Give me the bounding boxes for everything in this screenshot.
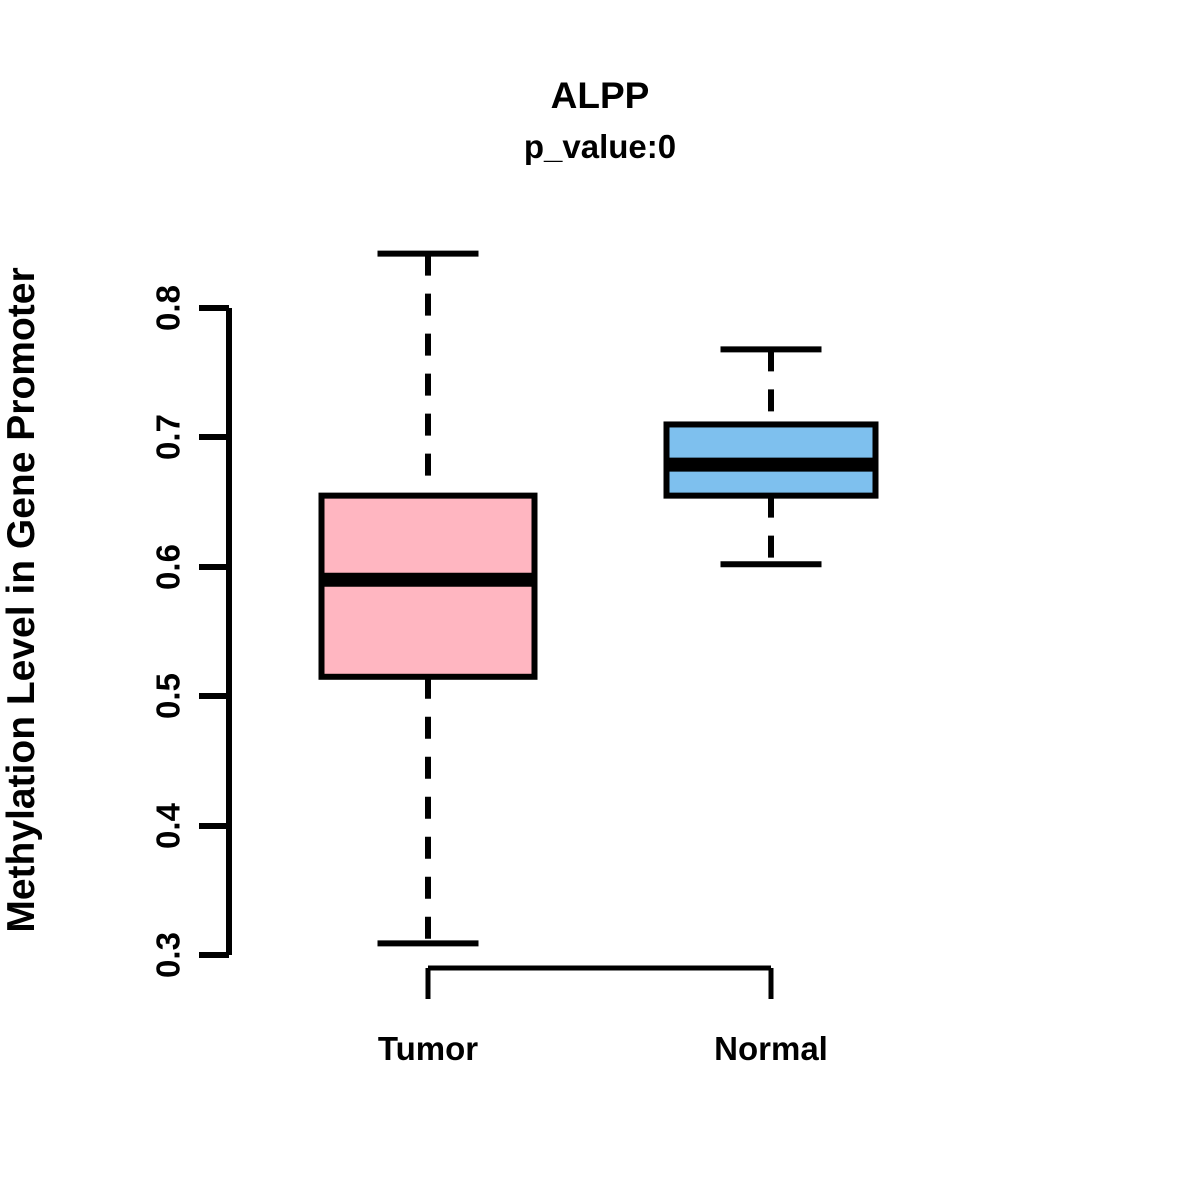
- y-tick-label-0.6: 0.6: [150, 544, 187, 590]
- x-axis: [425, 965, 774, 999]
- box-normal[interactable]: [663, 346, 879, 568]
- y-tick-label-0.3: 0.3: [150, 932, 187, 978]
- y-axis: [199, 305, 232, 958]
- chart-title: ALPP: [551, 75, 650, 116]
- x-tick-label-normal: Normal: [714, 1030, 828, 1067]
- box-tumor[interactable]: [318, 250, 538, 947]
- y-tick-label-0.7: 0.7: [150, 414, 187, 460]
- y-tick-label-0.4: 0.4: [150, 802, 187, 849]
- y-axis-title: Methylation Level in Gene Promoter: [0, 267, 43, 932]
- y-tick-label-0.5: 0.5: [150, 673, 187, 719]
- chart-subtitle: p_value:0: [524, 128, 676, 165]
- y-tick-label-0.8: 0.8: [150, 285, 187, 331]
- x-tick-label-tumor: Tumor: [378, 1030, 478, 1067]
